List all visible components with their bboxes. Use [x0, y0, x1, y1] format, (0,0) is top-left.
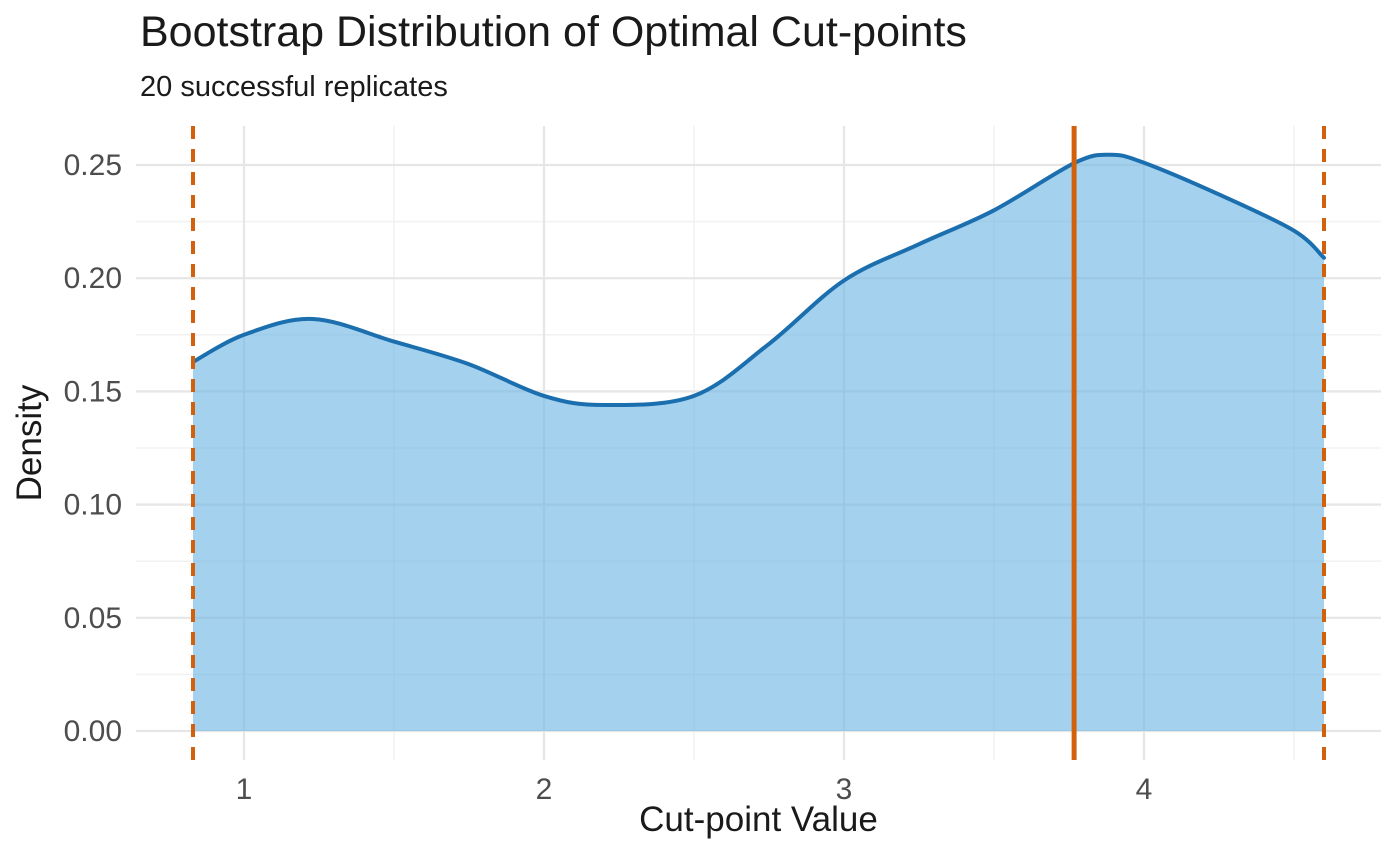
y-tick-label: 0.05 [64, 602, 122, 635]
y-tick-label: 0.15 [64, 375, 122, 408]
y-tick-label: 0.20 [64, 262, 122, 295]
page-title: Bootstrap Distribution of Optimal Cut-po… [140, 8, 967, 56]
y-tick-label: 0.25 [64, 149, 122, 182]
x-tick-label: 3 [836, 773, 853, 806]
x-axis-label: Cut-point Value [639, 800, 878, 839]
x-tick-label: 1 [236, 773, 253, 806]
x-tick-label: 2 [536, 773, 553, 806]
density-area [193, 154, 1324, 732]
x-tick-label: 4 [1136, 773, 1153, 806]
page-subtitle: 20 successful replicates [140, 71, 448, 103]
y-tick-label: 0.10 [64, 489, 122, 522]
density-curve [191, 152, 1326, 408]
y-axis-label: Density [10, 384, 49, 502]
y-tick-label: 0.00 [64, 715, 122, 748]
